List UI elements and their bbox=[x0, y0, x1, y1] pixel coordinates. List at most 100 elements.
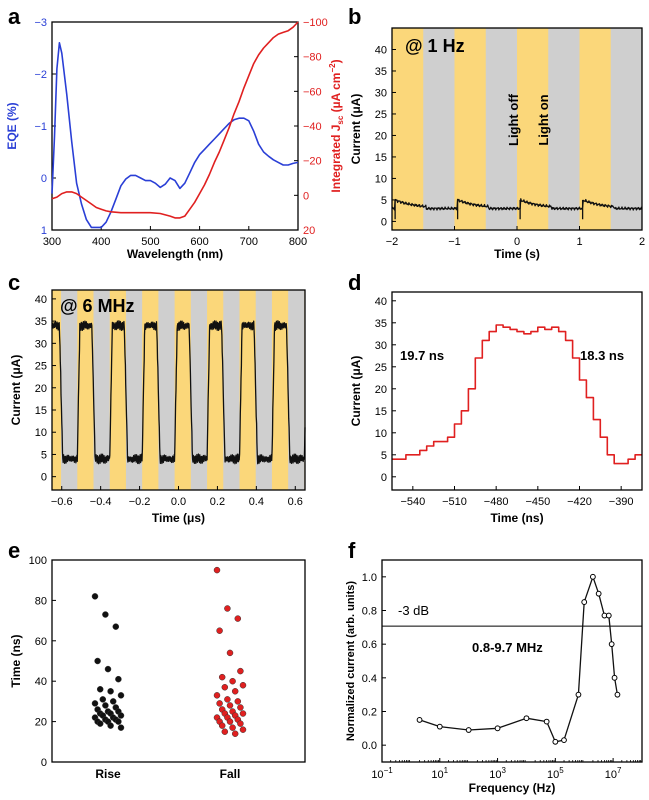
panel-c-light-on-band bbox=[239, 290, 256, 490]
panel-e-point-rise bbox=[102, 702, 109, 709]
panel-f-y-tick-label: 0.4 bbox=[362, 673, 377, 685]
panel-e-point-fall bbox=[213, 566, 221, 574]
panel-b-light-off-annotation: Light off bbox=[506, 93, 521, 146]
panel-b-y-tick-label: 0 bbox=[381, 216, 387, 228]
panel-e-point-fall bbox=[239, 710, 247, 717]
panel-b-x-tick-label: 1 bbox=[576, 236, 582, 248]
panel-d-x-tick-label: −390 bbox=[609, 496, 634, 508]
panel-a-eqe-line bbox=[51, 41, 299, 229]
panel-d-y-tick-label: 30 bbox=[375, 340, 387, 352]
panel-e-y-axis-label: Time (ns) bbox=[9, 634, 23, 687]
panel-f-x-tick-label: 101 bbox=[431, 766, 448, 781]
panel-e-point-fall bbox=[218, 722, 226, 729]
panel-e-point-fall bbox=[231, 730, 239, 737]
panel-f-data-point bbox=[605, 612, 612, 619]
panel-d-chart: −540 −510 −480 −450 −420 −390 0 5 10 15 20 25 30 35 40… bbox=[349, 291, 643, 525]
panel-a-y2-tick-label: −60 bbox=[303, 86, 322, 98]
panel-e-y-tick-label: 40 bbox=[35, 676, 47, 688]
panel-e-point-fall bbox=[224, 696, 231, 703]
panel-a-y2-tick-label: −20 bbox=[303, 156, 322, 168]
panel-a-y2-tick-label: 20 bbox=[303, 225, 315, 237]
panel-f-x-axis-label: Frequency (Hz) bbox=[469, 781, 556, 795]
panel-e-point-fall bbox=[229, 677, 236, 685]
panel-a-x-tick-label: 700 bbox=[240, 236, 258, 248]
panel-e-point-fall bbox=[239, 726, 247, 733]
panel-e-y-tick-label: 100 bbox=[29, 555, 47, 567]
panel-b-x-tick-label: −2 bbox=[386, 236, 399, 248]
panel-f-response-line bbox=[419, 576, 619, 743]
panel-e-point-rise bbox=[96, 720, 104, 727]
panel-e-category-label: Fall bbox=[220, 767, 241, 781]
panel-b-y-axis-label: Current (μA) bbox=[349, 94, 363, 165]
panel-f-y-tick-label: 0.0 bbox=[362, 740, 377, 752]
panel-e-point-fall bbox=[213, 692, 221, 699]
panel-f-data-point bbox=[494, 725, 501, 732]
panel-e-point-rise bbox=[91, 593, 99, 600]
panel-b-frequency-annotation: @ 1 Hz bbox=[405, 36, 465, 56]
panel-c-light-on-band bbox=[52, 290, 62, 490]
panel-c-y-tick-label: 30 bbox=[35, 338, 47, 350]
panel-d-x-tick-label: −510 bbox=[442, 496, 467, 508]
panel-c-y-tick-label: 15 bbox=[35, 405, 47, 417]
panel-b-light-on-band bbox=[517, 28, 549, 230]
panel-e-point-rise bbox=[117, 692, 125, 699]
panel-d-y-tick-label: 35 bbox=[375, 318, 387, 330]
panel-b-y-tick-label: 5 bbox=[381, 195, 387, 207]
panel-a-x-tick-label: 300 bbox=[43, 236, 61, 248]
panel-b-x-tick-label: −1 bbox=[448, 236, 461, 248]
panel-a-jsc-line bbox=[51, 21, 299, 219]
panel-a-x-tick-label: 800 bbox=[289, 236, 307, 248]
panel-b-light-on-band bbox=[392, 28, 424, 230]
panel-e-point-rise bbox=[96, 686, 104, 693]
panel-d-y-tick-label: 5 bbox=[381, 450, 387, 462]
panel-d-x-tick-label: −420 bbox=[567, 496, 592, 508]
panel-d-plot-frame bbox=[391, 291, 643, 491]
panel-f-y-tick-label: 0.2 bbox=[362, 707, 377, 719]
panel-f-data-point bbox=[581, 599, 588, 605]
panel-e-point-rise bbox=[109, 698, 117, 705]
panel-e-point-fall bbox=[237, 667, 244, 675]
panel-a-plot-frame bbox=[51, 21, 299, 231]
panel-e-point-rise bbox=[115, 718, 122, 725]
panel-label-b: b bbox=[348, 4, 361, 29]
panel-b-y-tick-label: 35 bbox=[375, 66, 387, 78]
panel-e-category-label: Rise bbox=[95, 767, 121, 781]
panel-b-current-trace bbox=[391, 198, 643, 211]
panel-d-x-axis-label: Time (ns) bbox=[490, 511, 543, 525]
panel-c-chart: −0.6 −0.4 −0.2 0.0 0.2 0.4 0.6 0 5 10 15 20 25 30 35 40… bbox=[9, 289, 306, 525]
panel-b-y-tick-label: 20 bbox=[375, 130, 387, 142]
panel-label-f: f bbox=[348, 538, 356, 563]
panel-f-y-tick-label: 1.0 bbox=[362, 572, 377, 584]
panel-e-point-rise bbox=[94, 657, 101, 665]
panel-e-point-fall bbox=[226, 702, 234, 709]
panel-a-x-axis-label: Wavelength (nm) bbox=[127, 247, 223, 261]
panel-a-x-tick-label: 400 bbox=[92, 236, 110, 248]
panel-d-fall-time-annotation: 18.3 ns bbox=[580, 348, 624, 363]
panel-c-light-on-band bbox=[271, 290, 289, 490]
panel-c-x-tick-label: −0.2 bbox=[129, 496, 151, 508]
panel-e-plot-frame bbox=[51, 559, 306, 763]
panel-c-x-tick-label: −0.6 bbox=[51, 496, 73, 508]
panel-f-data-point bbox=[614, 691, 621, 698]
panel-c-x-axis-label: Time (μs) bbox=[152, 511, 205, 525]
panel-a-y-tick-label: −3 bbox=[34, 17, 47, 29]
panel-label-a: a bbox=[8, 4, 21, 29]
panel-d-y-axis-label: Current (μA) bbox=[349, 356, 363, 427]
panel-e-point-rise bbox=[115, 675, 122, 683]
panel-d-x-tick-label: −540 bbox=[400, 496, 425, 508]
panel-b-x-axis-label: Time (s) bbox=[494, 247, 540, 261]
panel-c-y-axis-label: Current (μA) bbox=[9, 355, 23, 426]
panel-f-bandwidth-annotation: 0.8-9.7 MHz bbox=[472, 640, 543, 655]
panel-c-light-on-band bbox=[77, 290, 94, 490]
panel-c-light-on-band bbox=[142, 290, 159, 490]
panel-e-point-fall bbox=[221, 728, 229, 735]
panel-f-data-point bbox=[436, 723, 443, 730]
panel-c-y-tick-label: 25 bbox=[35, 361, 47, 373]
panel-c-light-on-band bbox=[109, 290, 126, 490]
panel-e-chart: 0 20 40 60 80 100 Rise Fall Time (ns) bbox=[9, 555, 306, 781]
panel-e-point-fall bbox=[226, 649, 234, 657]
panel-d-y-tick-label: 25 bbox=[375, 362, 387, 374]
panel-a-y2-axis-label: Integrated Jsc (µA cm−2) bbox=[328, 59, 345, 192]
